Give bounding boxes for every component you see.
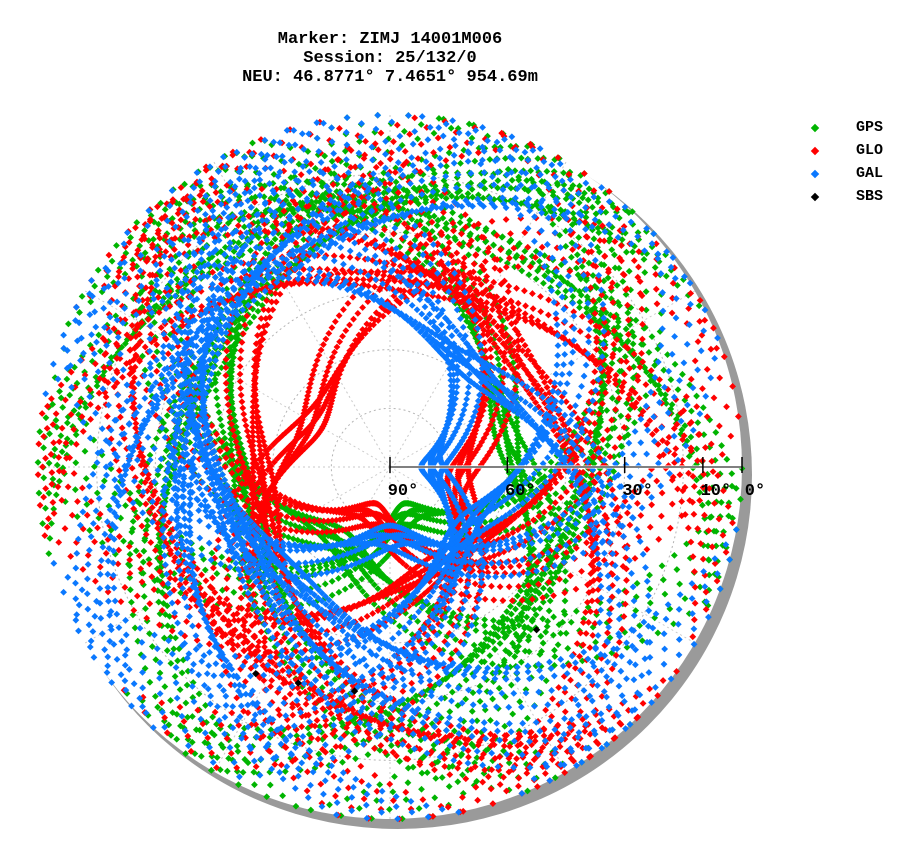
legend-label: GAL xyxy=(856,165,884,182)
azimuth-grid-line xyxy=(213,161,391,468)
track-point xyxy=(376,746,384,754)
track-point xyxy=(524,714,531,722)
track-point xyxy=(352,755,359,763)
track-point xyxy=(473,717,481,725)
track-point xyxy=(520,630,528,638)
azimuth-grid-line xyxy=(84,290,391,468)
track-point xyxy=(509,710,517,718)
track-point xyxy=(551,653,559,660)
title-neu: NEU: 46.8771° 7.4651° 954.69m xyxy=(242,68,538,87)
track-point xyxy=(561,597,569,605)
track-point xyxy=(307,806,315,814)
track-point xyxy=(404,764,412,772)
track-point xyxy=(561,568,569,575)
title-session: Session: 25/132/0 xyxy=(303,49,477,68)
track-point xyxy=(404,779,412,787)
track-point xyxy=(515,456,523,464)
track-point xyxy=(525,544,533,552)
track-point xyxy=(557,629,564,637)
track-point xyxy=(578,263,586,270)
track-point xyxy=(388,742,395,749)
track-point xyxy=(476,682,484,690)
legend-label: SBS xyxy=(856,188,884,205)
track-point xyxy=(355,805,363,812)
track-point xyxy=(514,440,522,447)
track-point xyxy=(487,717,494,724)
track-point xyxy=(554,641,562,649)
legend-item-glo: GLO xyxy=(810,139,884,162)
track-point xyxy=(463,313,471,321)
track-point xyxy=(570,531,577,539)
track-point xyxy=(448,688,456,696)
track-point xyxy=(562,242,570,250)
track-point xyxy=(501,693,509,701)
track-point xyxy=(462,695,470,703)
track-point xyxy=(418,785,425,793)
track-point xyxy=(321,152,329,160)
legend-label: GPS xyxy=(856,119,884,136)
track-point xyxy=(468,134,476,142)
title-marker: Marker: ZIMJ 14001M006 xyxy=(277,30,503,49)
track-point xyxy=(507,681,515,689)
track-point xyxy=(391,773,398,780)
track-point xyxy=(418,769,426,777)
chart-title-block: Marker: ZIMJ 14001M006 Session: 25/132/0… xyxy=(160,30,620,87)
track-point xyxy=(516,698,524,706)
track-point xyxy=(515,452,523,460)
track-point xyxy=(539,598,547,606)
track-point xyxy=(546,586,554,594)
track-point xyxy=(378,231,386,239)
legend: GPS GLO GAL SBS xyxy=(810,116,884,208)
track-point xyxy=(495,361,503,369)
track-point xyxy=(389,788,397,796)
legend-label: GLO xyxy=(856,142,884,159)
track-point xyxy=(539,639,547,647)
track-point xyxy=(513,431,521,439)
track-point xyxy=(376,781,384,789)
track-point xyxy=(500,656,508,664)
track-point xyxy=(522,686,530,693)
track-point xyxy=(459,771,466,779)
track-point xyxy=(249,139,256,147)
legend-item-gps: GPS xyxy=(810,116,884,139)
track-point xyxy=(547,569,554,577)
track-point xyxy=(468,707,476,715)
track-point xyxy=(500,411,508,419)
track-point xyxy=(433,700,441,708)
track-point xyxy=(469,689,477,697)
track-point xyxy=(489,695,497,703)
track-point xyxy=(545,607,553,615)
track-point xyxy=(532,611,540,619)
track-point xyxy=(544,617,552,625)
legend-item-sbs: SBS xyxy=(810,185,884,208)
track-point xyxy=(515,621,523,629)
track-point xyxy=(431,794,439,802)
legend-item-gal: GAL xyxy=(810,162,884,185)
track-point xyxy=(514,435,521,443)
track-point xyxy=(501,722,509,730)
track-point xyxy=(546,597,554,605)
track-point xyxy=(432,775,440,782)
azimuth-grid-line xyxy=(213,466,391,773)
track-point xyxy=(464,728,472,735)
track-point xyxy=(536,605,544,612)
